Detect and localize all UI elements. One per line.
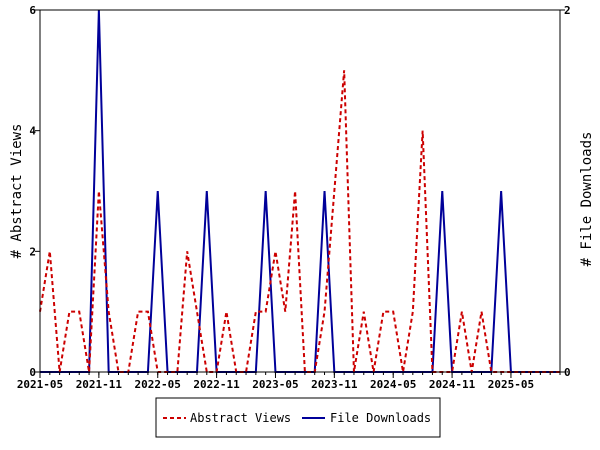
x-tick-label: 2022-05 bbox=[135, 378, 181, 391]
legend-label-file-downloads: File Downloads bbox=[330, 411, 431, 425]
plot-area-frame bbox=[39, 9, 561, 373]
y-left-tick-label: 6 bbox=[29, 4, 36, 17]
x-tick-label: 2022-11 bbox=[193, 378, 240, 391]
legend: Abstract Views File Downloads bbox=[155, 397, 441, 438]
x-tick-label: 2023-11 bbox=[311, 378, 358, 391]
y-right-tick-label: 2 bbox=[564, 4, 571, 17]
x-tick-label: 2025-05 bbox=[488, 378, 534, 391]
y-axis-right-title: # File Downloads bbox=[579, 132, 595, 267]
ticks-layer: 0 2 4 6 0 2 2021-05 2021-11 2022-05 2022-11 2023-0… bbox=[17, 4, 571, 391]
x-tick-label: 2024-11 bbox=[429, 378, 476, 391]
y-right-tick-label: 0 bbox=[564, 366, 571, 379]
legend-box bbox=[155, 397, 441, 438]
y-axis-left-title: # Abstract Views bbox=[9, 124, 25, 259]
y-left-tick-label: 2 bbox=[29, 245, 36, 258]
y-left-tick-label: 4 bbox=[29, 125, 36, 138]
x-tick-label: 2024-05 bbox=[370, 378, 416, 391]
y-left-tick-label: 0 bbox=[29, 366, 36, 379]
x-tick-label: 2021-05 bbox=[17, 378, 63, 391]
x-tick-label: 2023-05 bbox=[252, 378, 298, 391]
legend-label-abstract-views: Abstract Views bbox=[190, 411, 291, 425]
x-tick-label: 2021-11 bbox=[76, 378, 123, 391]
